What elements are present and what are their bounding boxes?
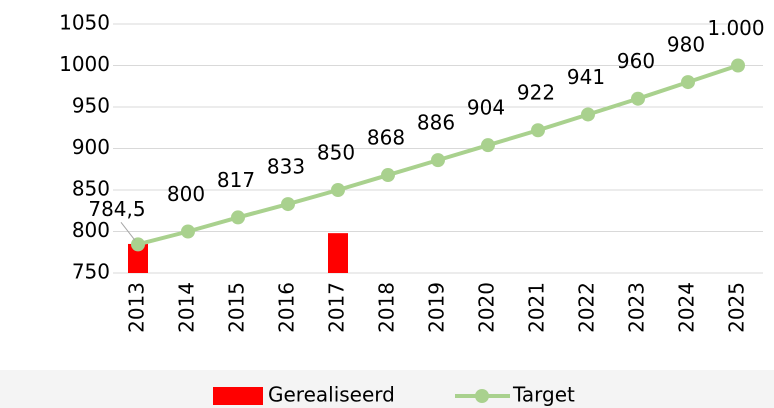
bar xyxy=(328,233,348,273)
x-tick-label: 2022 xyxy=(575,282,599,333)
marker xyxy=(481,138,495,153)
leader-line xyxy=(120,222,136,241)
marker xyxy=(631,91,645,106)
marker xyxy=(281,197,295,212)
x-tick-label: 2013 xyxy=(125,282,149,333)
marker xyxy=(531,123,545,138)
data-label: 922 xyxy=(517,81,555,105)
x-tick-label: 2015 xyxy=(225,282,249,333)
x-tick-label: 2024 xyxy=(675,282,699,333)
marker xyxy=(181,224,195,239)
data-label: 850 xyxy=(317,141,355,165)
marker xyxy=(681,75,695,90)
data-label: 800 xyxy=(167,182,205,206)
data-label: 1.000 xyxy=(707,16,764,40)
x-tick-label: 2021 xyxy=(525,282,549,333)
x-tick-label: 2023 xyxy=(625,282,649,333)
y-tick-label: 1000 xyxy=(59,52,110,76)
x-tick-label: 2025 xyxy=(725,282,749,333)
x-tick-label: 2020 xyxy=(475,282,499,333)
x-tick-label: 2017 xyxy=(325,282,349,333)
y-tick-label: 800 xyxy=(72,218,110,242)
marker xyxy=(231,210,245,225)
data-label: 904 xyxy=(467,96,505,120)
marker xyxy=(431,153,445,168)
y-tick-label: 950 xyxy=(72,94,110,118)
data-label: 960 xyxy=(617,49,655,73)
x-tick-label: 2018 xyxy=(375,282,399,333)
marker xyxy=(131,237,145,252)
y-tick-label: 1050 xyxy=(59,11,110,35)
marker xyxy=(731,58,745,73)
marker xyxy=(331,183,345,197)
data-label: 886 xyxy=(417,111,455,135)
y-tick-label: 900 xyxy=(72,135,110,159)
y-tick-label: 850 xyxy=(72,177,110,201)
data-label: 784,5 xyxy=(88,197,145,221)
plot-background xyxy=(0,0,774,370)
data-label: 817 xyxy=(217,168,255,192)
legend-marker xyxy=(475,389,489,403)
legend-swatch xyxy=(213,387,263,405)
data-label: 941 xyxy=(567,65,605,89)
data-label: 980 xyxy=(667,33,705,57)
marker xyxy=(381,168,395,183)
legend-label: Target xyxy=(512,383,575,407)
y-tick-label: 750 xyxy=(72,260,110,284)
x-tick-label: 2014 xyxy=(175,282,199,333)
marker xyxy=(581,107,595,122)
bar xyxy=(128,243,148,273)
x-tick-label: 2016 xyxy=(275,282,299,333)
data-label: 833 xyxy=(267,155,305,179)
legend-label: Gerealiseerd xyxy=(268,383,395,407)
data-label: 868 xyxy=(367,126,405,150)
x-tick-label: 2019 xyxy=(425,282,449,333)
